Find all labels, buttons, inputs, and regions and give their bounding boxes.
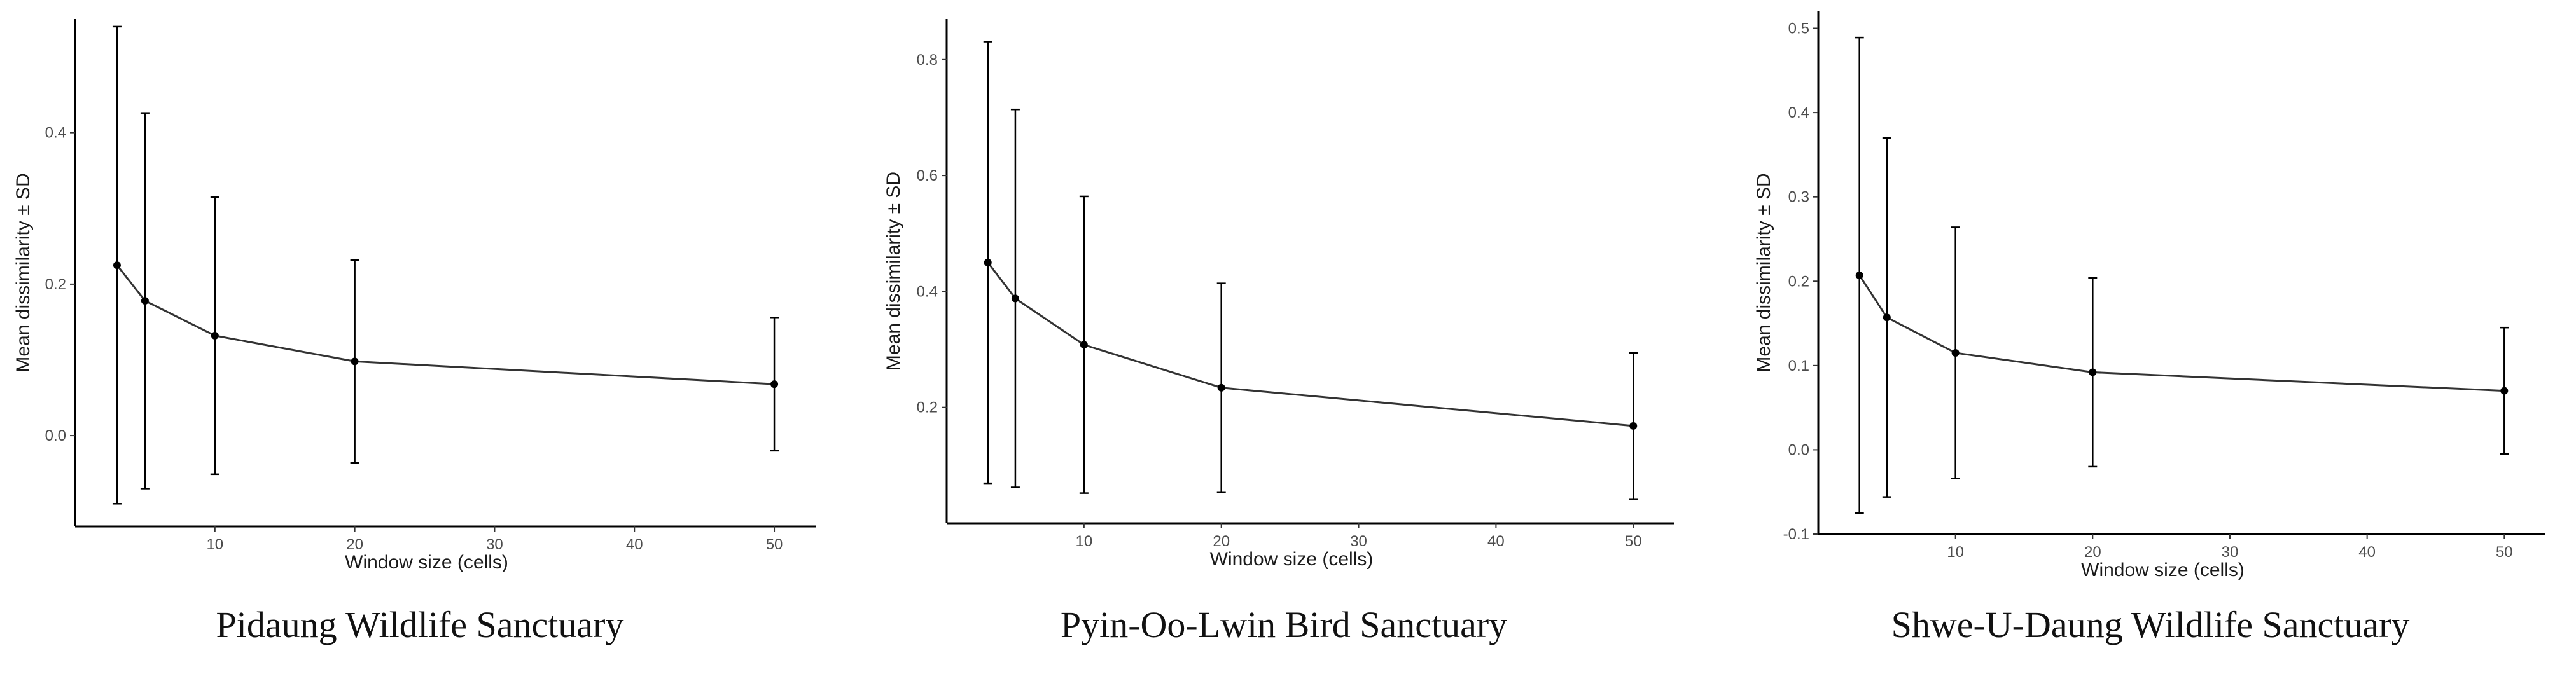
chart-panel-2: 0.2 0.4 0.6 0.8 10 20 30 40 50 Window size (cells… xyxy=(883,19,1674,645)
y-axis-title: Mean dissimilarity ± SD xyxy=(1753,173,1774,372)
x-axis-title: Window size (cells) xyxy=(1210,549,1374,570)
mean-point xyxy=(141,297,149,305)
y-tick-label: 0.2 xyxy=(917,399,938,416)
mean-point xyxy=(1951,348,1960,357)
y-tick-label: 0.0 xyxy=(45,427,66,444)
y-tick-label: 0.4 xyxy=(45,125,66,142)
y-tick-label: 0.4 xyxy=(917,283,938,300)
mean-point xyxy=(351,357,359,366)
x-tick-label: 20 xyxy=(346,536,363,553)
x-tick-label: 10 xyxy=(206,536,223,553)
y-tick-label: 0.2 xyxy=(1788,273,1809,290)
x-tick-label: 30 xyxy=(486,536,503,553)
y-tick-label: 0.2 xyxy=(45,276,66,293)
mean-point xyxy=(984,258,992,266)
x-tick-label: 20 xyxy=(1213,533,1230,550)
mean-point xyxy=(1080,341,1088,349)
x-axis-title: Window size (cells) xyxy=(2081,560,2245,581)
y-tick-label: -0.1 xyxy=(1783,526,1809,543)
mean-point xyxy=(211,331,219,340)
mean-point xyxy=(1011,294,1019,303)
x-tick-label: 30 xyxy=(1350,533,1367,550)
mean-point xyxy=(113,261,121,270)
panel-caption: Pidaung Wildlife Sanctuary xyxy=(216,604,624,645)
mean-point xyxy=(1217,383,1225,392)
chart-panel-3: -0.1 0.0 0.1 0.2 0.3 0.4 0.5 10 20 30 40 50 Window s… xyxy=(1753,11,2545,645)
x-tick-label: 40 xyxy=(1487,533,1505,550)
x-tick-label: 10 xyxy=(1947,544,1964,561)
panel-caption: Pyin-Oo-Lwin Bird Sanctuary xyxy=(1061,604,1507,645)
mean-point xyxy=(2500,387,2509,395)
y-tick-label: 0.0 xyxy=(1788,441,1809,458)
y-tick-label: 0.6 xyxy=(917,167,938,184)
y-tick-label: 0.4 xyxy=(1788,104,1809,121)
y-tick-label: 0.8 xyxy=(917,52,938,69)
x-tick-label: 20 xyxy=(2084,544,2101,561)
x-tick-label: 50 xyxy=(1625,533,1642,550)
panel-caption: Shwe-U-Daung Wildlife Sanctuary xyxy=(1891,604,2410,645)
y-axis-title: Mean dissimilarity ± SD xyxy=(13,173,34,372)
x-tick-label: 50 xyxy=(766,536,783,553)
mean-point xyxy=(1629,422,1638,430)
x-tick-label: 40 xyxy=(626,536,643,553)
mean-point xyxy=(1883,313,1891,322)
x-tick-label: 10 xyxy=(1075,533,1092,550)
y-tick-label: 0.5 xyxy=(1788,20,1809,38)
x-tick-label: 30 xyxy=(2222,544,2239,561)
mean-point xyxy=(2089,368,2097,376)
y-axis-title: Mean dissimilarity ± SD xyxy=(883,172,904,371)
chart-panel-1: 0.0 0.2 0.4 10 20 30 40 50 Window size (cells) Me… xyxy=(13,19,816,645)
x-axis-title: Window size (cells) xyxy=(345,552,508,573)
mean-point xyxy=(1855,271,1863,279)
mean-point xyxy=(770,380,779,389)
y-tick-label: 0.3 xyxy=(1788,189,1809,206)
x-tick-label: 40 xyxy=(2358,544,2376,561)
y-tick-label: 0.1 xyxy=(1788,357,1809,375)
x-tick-label: 50 xyxy=(2496,544,2513,561)
